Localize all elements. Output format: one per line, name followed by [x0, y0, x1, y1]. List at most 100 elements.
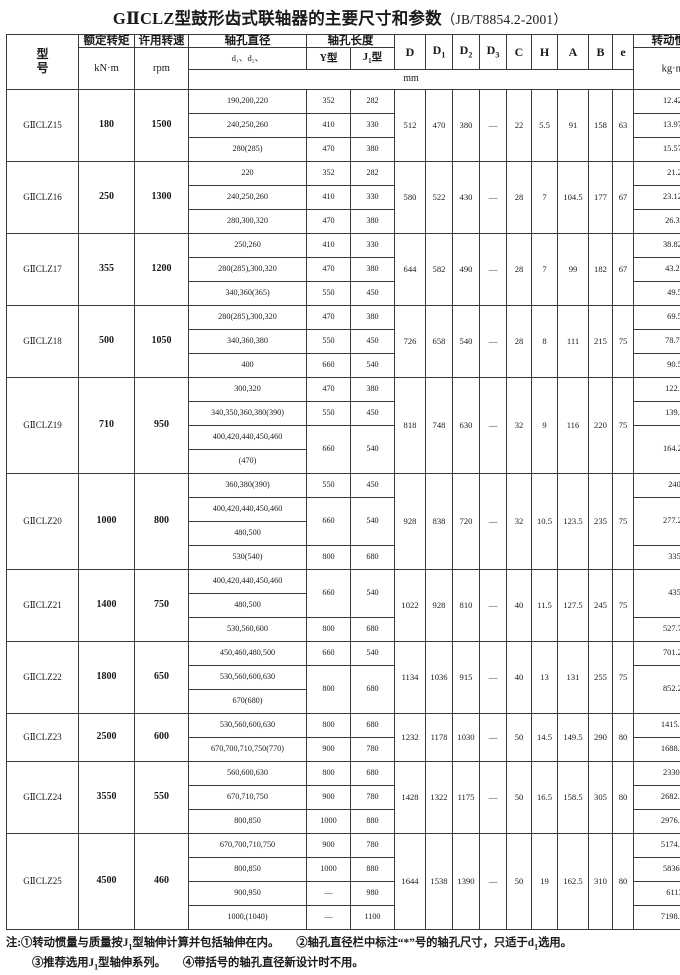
cell-model: GⅡCLZ24 — [7, 762, 79, 834]
cell-dim-H: 5.5 — [532, 90, 558, 162]
cell-bore-diameter: 450,460,480,500 — [189, 642, 307, 666]
cell-dim-A: 131 — [558, 642, 589, 714]
cell-bore-diameter: 240,250,260 — [189, 114, 307, 138]
cell-bore-diameter: 900,950 — [189, 882, 307, 906]
cell-bore-length-y: 410 — [307, 234, 351, 258]
cell-inertia: 12.425 — [634, 90, 680, 114]
cell-speed: 1500 — [135, 90, 189, 162]
cell-dim-D2: 430 — [453, 162, 480, 234]
cell-dim-H: 8 — [532, 306, 558, 378]
cell-dim-e: 67 — [613, 234, 634, 306]
cell-dim-B: 290 — [589, 714, 613, 762]
cell-bore-length-y: 800 — [307, 666, 351, 714]
cell-bore-length-y: 800 — [307, 762, 351, 786]
cell-dim-D2: 380 — [453, 90, 480, 162]
cell-bore-length-j: 780 — [351, 738, 395, 762]
cell-dim-C: 28 — [507, 306, 532, 378]
cell-dim-D2: 490 — [453, 234, 480, 306]
cell-bore-length-y: 470 — [307, 306, 351, 330]
cell-dim-D: 1232 — [395, 714, 426, 762]
cell-dim-B: 255 — [589, 642, 613, 714]
cell-bore-length-j: 780 — [351, 834, 395, 858]
cell-speed: 1300 — [135, 162, 189, 234]
cell-bore-diameter: 1000,(1040) — [189, 906, 307, 930]
table-head-group: 型号 额定转矩 许用转速 轴孔直径 轴孔长度 D D1 D2 D3 C H A … — [7, 35, 680, 90]
cell-bore-length-y: 352 — [307, 162, 351, 186]
cell-bore-length-y: 550 — [307, 402, 351, 426]
cell-inertia: 43.25 — [634, 258, 680, 282]
cell-inertia: 2976.25 — [634, 810, 680, 834]
cell-dim-D3: — — [480, 834, 507, 930]
cell-bore-diameter: 480,500 — [189, 594, 307, 618]
cell-bore-diameter: 400,420,440,450,460 — [189, 426, 307, 450]
cell-dim-C: 40 — [507, 570, 532, 642]
cell-speed: 750 — [135, 570, 189, 642]
cell-dim-H: 16.5 — [532, 762, 558, 834]
cell-bore-length-j: 282 — [351, 90, 395, 114]
cell-bore-diameter: 340,350,360,380(390) — [189, 402, 307, 426]
cell-dim-D1: 582 — [426, 234, 453, 306]
cell-dim-H: 7 — [532, 234, 558, 306]
th-torque: 额定转矩 — [79, 35, 135, 48]
th-C: C — [507, 35, 532, 70]
cell-inertia: 2330.5 — [634, 762, 680, 786]
cell-dim-D1: 470 — [426, 90, 453, 162]
cell-inertia: 122.5 — [634, 378, 680, 402]
cell-dim-H: 9 — [532, 378, 558, 474]
cell-dim-H: 10.5 — [532, 474, 558, 570]
cell-dim-C: 32 — [507, 474, 532, 570]
cell-torque: 355 — [79, 234, 135, 306]
cell-bore-length-j: 380 — [351, 258, 395, 282]
cell-inertia: 164.25 — [634, 426, 680, 474]
cell-dim-D3: — — [480, 90, 507, 162]
th-e: e — [613, 35, 634, 70]
cell-inertia: 7198.25 — [634, 906, 680, 930]
th-D3: D3 — [480, 35, 507, 70]
cell-bore-length-y: — — [307, 882, 351, 906]
cell-dim-C: 32 — [507, 378, 532, 474]
th-D2: D2 — [453, 35, 480, 70]
th-inertia: 转动惯量 — [634, 35, 680, 48]
cell-torque: 2500 — [79, 714, 135, 762]
cell-dim-C: 40 — [507, 642, 532, 714]
cell-bore-diameter: 480,500 — [189, 522, 307, 546]
cell-dim-D: 644 — [395, 234, 426, 306]
cell-bore-length-y: 1000 — [307, 858, 351, 882]
cell-inertia: 78.75 — [634, 330, 680, 354]
cell-inertia: 21.2 — [634, 162, 680, 186]
cell-dim-D: 1428 — [395, 762, 426, 834]
cell-dim-D3: — — [480, 378, 507, 474]
cell-dim-A: 104.5 — [558, 162, 589, 234]
cell-inertia: 2682.75 — [634, 786, 680, 810]
cell-inertia: 435 — [634, 570, 680, 618]
cell-bore-diameter: 400 — [189, 354, 307, 378]
cell-bore-length-y: 410 — [307, 114, 351, 138]
cell-bore-length-j: 780 — [351, 786, 395, 810]
cell-inertia: 26.35 — [634, 210, 680, 234]
page-root: GⅡCLZ型鼓形齿式联轴器的主要尺寸和参数（JB/T8854.2-2001） 型… — [0, 0, 680, 861]
cell-bore-length-y: 800 — [307, 618, 351, 642]
cell-dim-D: 928 — [395, 474, 426, 570]
cell-dim-B: 182 — [589, 234, 613, 306]
cell-dim-e: 75 — [613, 642, 634, 714]
cell-model: GⅡCLZ25 — [7, 834, 79, 930]
cell-dim-C: 28 — [507, 162, 532, 234]
cell-bore-diameter: 360,380(390) — [189, 474, 307, 498]
cell-torque: 500 — [79, 306, 135, 378]
th-speed: 许用转速 — [135, 35, 189, 48]
cell-bore-length-j: 450 — [351, 402, 395, 426]
cell-torque: 1400 — [79, 570, 135, 642]
cell-speed: 550 — [135, 762, 189, 834]
cell-bore-diameter: 670,700,710,750 — [189, 834, 307, 858]
cell-bore-length-j: 880 — [351, 858, 395, 882]
cell-bore-length-y: 900 — [307, 834, 351, 858]
cell-torque: 250 — [79, 162, 135, 234]
cell-bore-diameter: 400,420,440,450,460 — [189, 498, 307, 522]
cell-model: GⅡCLZ22 — [7, 642, 79, 714]
cell-bore-length-j: 380 — [351, 210, 395, 234]
th-H: H — [532, 35, 558, 70]
cell-dim-D1: 1036 — [426, 642, 453, 714]
cell-dim-A: 111 — [558, 306, 589, 378]
